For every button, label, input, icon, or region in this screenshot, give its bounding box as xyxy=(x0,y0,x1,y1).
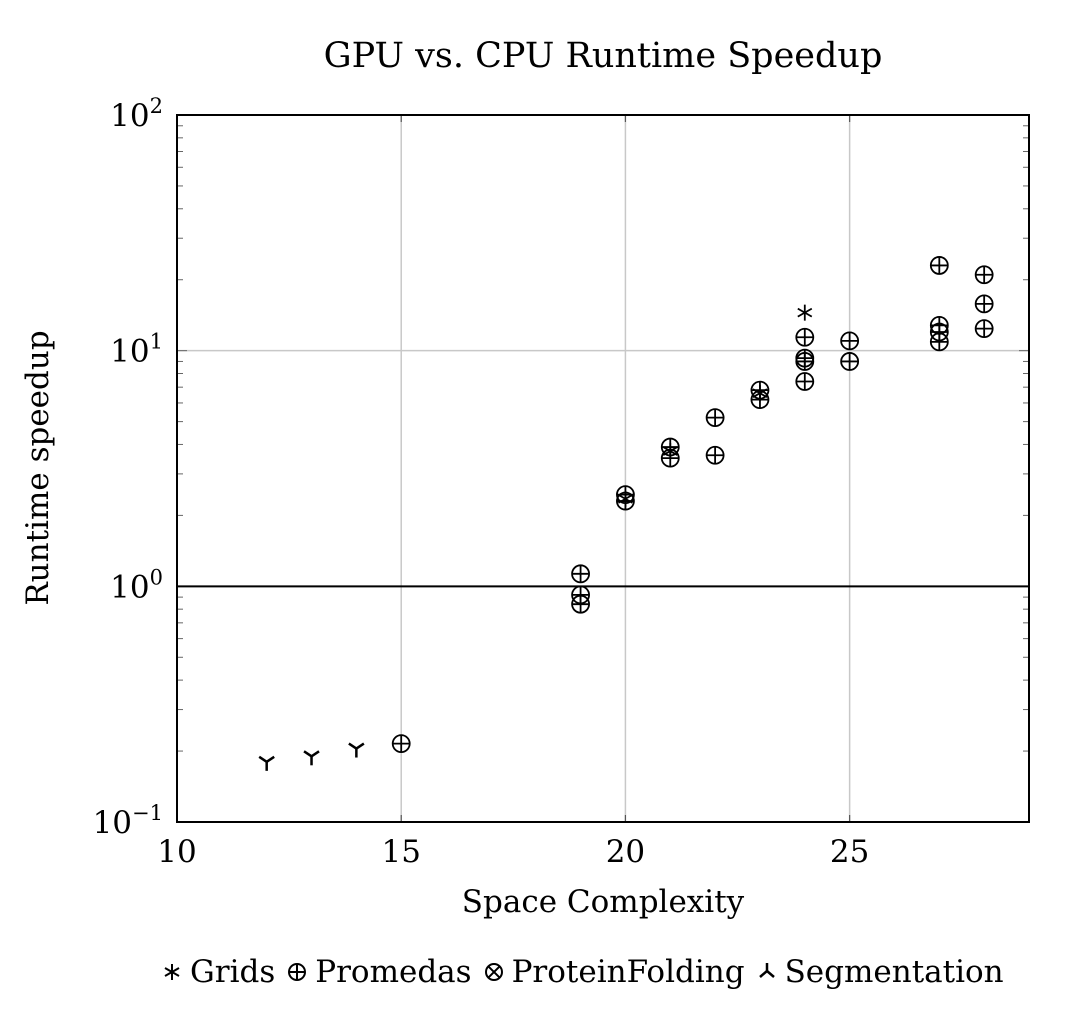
promedas-point xyxy=(705,408,725,427)
y-tick-label: 102 xyxy=(110,94,163,134)
y-tick-labels: 10−1 100 101 102 xyxy=(93,94,163,841)
axis-ticks xyxy=(176,114,1029,823)
promedas-point xyxy=(660,448,680,468)
promedas-point xyxy=(391,734,411,754)
tri-marker-icon xyxy=(758,963,775,978)
promedas-point xyxy=(840,352,860,371)
segmentation-point xyxy=(258,755,275,771)
grid-lines xyxy=(176,114,1029,823)
promedas-point xyxy=(795,327,815,347)
promedas-point xyxy=(795,372,815,391)
x-axis-label: Space Complexity xyxy=(462,884,745,920)
y-axis-label: Runtime speedup xyxy=(20,330,56,605)
legend-item-segmentation: Segmentation xyxy=(755,954,1004,990)
oplus-marker-icon xyxy=(288,963,307,981)
promedas-point xyxy=(929,332,949,352)
segmentation-point xyxy=(348,742,365,758)
promedas-point xyxy=(795,352,815,371)
legend: Grids Promedas ProteinFolding Segmentati… xyxy=(160,950,1060,994)
promedas-point xyxy=(571,564,590,584)
data-points xyxy=(258,256,994,771)
promedas-point xyxy=(974,294,994,314)
chart-title: GPU vs. CPU Runtime Speedup xyxy=(324,36,883,76)
promedas-point xyxy=(974,319,994,339)
promedas-point xyxy=(974,265,994,285)
legend-label-promedas: Promedas xyxy=(315,954,472,990)
y-tick-label: 101 xyxy=(110,330,163,370)
legend-label-proteinfolding: ProteinFolding xyxy=(511,954,745,990)
promedas-point xyxy=(750,390,770,409)
otimes-marker-icon xyxy=(484,963,503,981)
y-tick-label: 10−1 xyxy=(93,801,163,841)
plot-frame xyxy=(176,114,1030,823)
promedas-point xyxy=(840,331,860,351)
legend-label-grids: Grids xyxy=(190,954,276,990)
x-tick-label: 15 xyxy=(381,834,420,870)
star-marker-icon xyxy=(164,964,180,980)
legend-item-grids: Grids xyxy=(160,954,275,990)
x-tick-label: 10 xyxy=(157,834,196,870)
x-tick-label: 20 xyxy=(606,834,645,870)
legend-item-proteinfolding: ProteinFolding xyxy=(482,954,745,990)
legend-item-promedas: Promedas xyxy=(285,954,472,990)
segmentation-point xyxy=(303,750,320,766)
promedas-point xyxy=(705,445,725,465)
legend-label-segmentation: Segmentation xyxy=(784,954,1004,990)
promedas-point xyxy=(929,256,949,275)
x-tick-label: 25 xyxy=(830,834,869,870)
grids-point xyxy=(797,304,813,321)
promedas-point xyxy=(571,594,590,614)
chart: GPU vs. CPU Runtime Speedup 10 15 20 25 10−… xyxy=(20,36,1030,920)
y-tick-label: 100 xyxy=(110,565,163,605)
x-tick-labels: 10 15 20 25 xyxy=(157,834,869,870)
promedas-point xyxy=(616,491,635,511)
